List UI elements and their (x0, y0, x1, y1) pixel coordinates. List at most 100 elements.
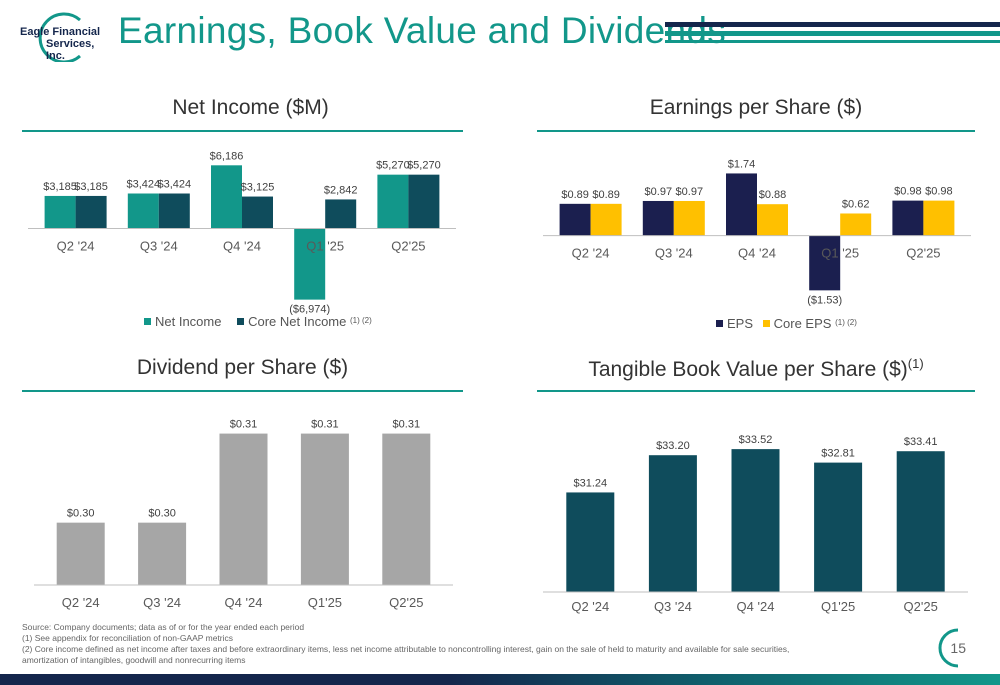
bar (219, 433, 268, 585)
data-label: $32.81 (821, 448, 855, 460)
data-label: $0.89 (561, 189, 589, 201)
bar (138, 522, 187, 585)
legend-swatch (237, 318, 245, 325)
legend-label: Core EPS (773, 316, 832, 331)
category-tick-label: Q2'25 (906, 246, 940, 261)
bar (731, 449, 780, 592)
bar (382, 433, 431, 585)
data-label: $3,185 (74, 181, 108, 193)
category-tick-label: Q3 '24 (655, 246, 693, 261)
data-label: $3,424 (126, 178, 160, 190)
net-income-rule (22, 130, 463, 132)
bar (56, 522, 105, 585)
dps-title: Dividend per Share ($) (136, 356, 349, 379)
tbv-title-note: (1) (907, 356, 924, 371)
logo-line-2: Services, Inc. (46, 38, 95, 62)
bar (757, 204, 788, 236)
eps-title: Earnings per Share ($) (649, 96, 863, 119)
category-tick-label: Q3 '24 (140, 238, 178, 253)
bar (300, 433, 349, 585)
bar (211, 165, 242, 229)
category-tick-label: Q2'25 (389, 595, 423, 610)
legend-label: Net Income (155, 314, 222, 329)
eps-chart: $0.89 $0.89 Q2 '24 $0.97 $0.97 Q3 '24 $1.74 $0.… (543, 158, 971, 306)
bar (377, 174, 409, 229)
bar (892, 200, 924, 236)
bar (566, 492, 615, 592)
bar (896, 451, 945, 592)
footnote-2: (2) Core income defined as net income af… (22, 644, 790, 654)
bar (559, 203, 591, 236)
net-income-chart: $3,185$3,185 Q2 '24 $3,424$3,424 Q3 '24 $6,1… (28, 150, 456, 316)
footnote-source: Source: Company documents; data as of or… (22, 622, 305, 632)
bar (242, 196, 273, 229)
net-income-title: Net Income ($M) (172, 96, 329, 119)
bar (294, 228, 326, 300)
data-label: $0.98 (925, 186, 953, 198)
bar (642, 200, 674, 236)
bar (673, 200, 705, 236)
data-label: $5,270 (407, 160, 441, 172)
bar (127, 193, 159, 229)
bar (648, 455, 697, 592)
category-tick-label: Q3 '24 (654, 599, 692, 614)
bar (840, 213, 872, 236)
category-tick-label: Q3 '24 (143, 595, 181, 610)
data-label: $6,186 (210, 150, 244, 162)
eps-legend: EPS Core EPS (1) (2) (716, 316, 869, 331)
tbv-chart: $31.24 Q2 '24 $33.20 Q3 '24 $33.52 Q4 '24 $32.… (543, 434, 968, 614)
eps-rule (537, 130, 975, 132)
data-label: $0.88 (759, 189, 787, 201)
legend-label: EPS (727, 316, 754, 331)
data-label: ($1.53) (807, 294, 842, 306)
category-tick-label: Q4 '24 (225, 595, 263, 610)
category-tick-label: Q2'25 (391, 238, 425, 253)
dps-chart: $0.30 Q2 '24 $0.30 Q3 '24 $0.31 Q4 '24 $0.31 Q1… (34, 419, 453, 610)
data-label: $33.52 (739, 434, 773, 446)
bar (726, 173, 757, 236)
title-decoration-lines (665, 22, 1000, 47)
legend-swatch (716, 320, 723, 327)
data-label: ($6,974) (289, 304, 330, 316)
data-label: $0.89 (592, 189, 620, 201)
data-label: $0.31 (230, 419, 258, 431)
bar (408, 174, 440, 229)
legend-label: Core Net Income (248, 314, 347, 329)
bar (923, 200, 955, 236)
tbv-rule (537, 390, 975, 392)
bar (590, 203, 622, 236)
data-label: $0.31 (311, 419, 339, 431)
data-label: $0.31 (393, 419, 421, 431)
bar (325, 199, 357, 229)
page-title: Earnings, Book Value and Dividends (118, 10, 727, 51)
legend-swatch (144, 318, 151, 325)
legend-item-core-net-income: Core Net Income (1) (2) (237, 314, 372, 329)
data-label: $33.41 (904, 436, 938, 448)
page-arc-icon (938, 628, 959, 668)
data-label: $33.20 (656, 440, 690, 452)
bar (44, 195, 76, 229)
category-tick-label: Q1'25 (308, 595, 342, 610)
category-tick-label: Q4 '24 (223, 238, 261, 253)
net-income-legend: Net Income Core Net Income (1) (2) (144, 314, 384, 329)
category-tick-label: Q1 '25 (306, 238, 344, 253)
legend-item-core-eps: Core EPS (1) (2) (762, 316, 857, 331)
tbv-title-text: Tangible Book Value per Share ($) (588, 358, 908, 381)
data-label: $1.74 (728, 158, 756, 170)
category-tick-label: Q2'25 (904, 599, 938, 614)
legend-item-eps: EPS (716, 316, 753, 331)
dps-rule (22, 390, 463, 392)
data-label: $3,125 (241, 182, 275, 194)
bar (158, 193, 190, 229)
footnote-1: (1) See appendix for reconciliation of n… (22, 633, 234, 643)
category-tick-label: Q1 '25 (821, 246, 859, 261)
data-label: $0.62 (842, 198, 870, 210)
data-label: $2,842 (324, 184, 358, 196)
logo-line-1: Eagle Financial (20, 26, 101, 38)
data-label: $3,185 (43, 181, 77, 193)
data-label: $31.24 (573, 477, 607, 489)
logo-arc-icon (38, 12, 81, 62)
category-tick-label: Q4 '24 (737, 599, 775, 614)
category-tick-label: Q4 '24 (738, 246, 776, 261)
page-number: 15 (950, 640, 966, 656)
